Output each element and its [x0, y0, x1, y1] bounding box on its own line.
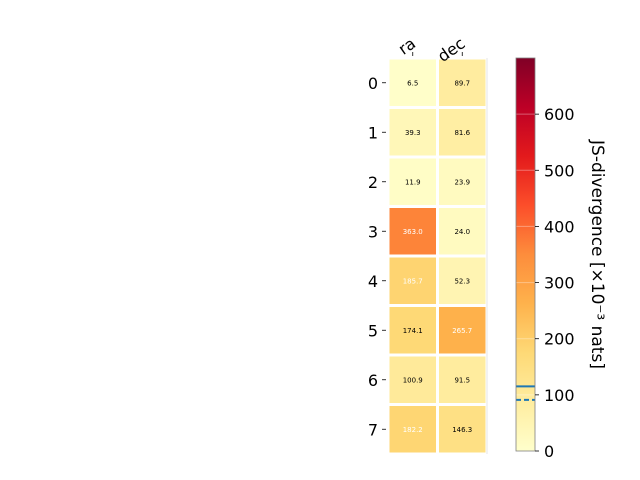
heatmap-cell-dec-1: [439, 109, 486, 156]
colorbar-tick-label: 300: [544, 274, 575, 293]
cell-value-label: 11.9: [405, 178, 421, 186]
cell-value-label: 24.0: [454, 228, 470, 236]
row-label: 6: [368, 371, 378, 390]
cell-value-label: 81.6: [454, 129, 470, 137]
heatmap-cell-ra-2: [389, 158, 436, 205]
cell-value-label: 91.5: [454, 376, 470, 384]
cell-value-label: 39.3: [405, 129, 421, 137]
cell-value-label: 89.7: [454, 79, 470, 87]
row-label: 2: [368, 173, 378, 192]
heatmap-cell-ra-4: [389, 257, 436, 304]
colorbar: 0 100 200 300 400 500 600 JS-divergence [×10⁻³ …: [515, 57, 607, 461]
cell-value-label: 265.7: [452, 327, 472, 335]
row-label: 1: [368, 123, 378, 142]
heatmap: 6.5 89.7 39.3 81.6 11.9 23.9 363.0 24.0 185.7 52.…: [368, 34, 488, 454]
colorbar-tick-label: 200: [544, 330, 575, 349]
cell-value-label: 52.3: [454, 277, 470, 285]
heatmap-cell-dec-7: [439, 406, 486, 453]
heatmap-cell-dec-3: [439, 208, 486, 255]
heatmap-cell-ra-6: [389, 356, 436, 403]
column-label: ra: [395, 34, 419, 59]
row-label: 0: [368, 74, 378, 93]
heatmap-cell-dec-4: [439, 257, 486, 304]
colorbar-tick-label: 500: [544, 161, 575, 180]
colorbar-label: JS-divergence [×10⁻³ nats]: [587, 139, 607, 369]
colorbar-tick-label: 0: [544, 442, 554, 461]
heatmap-cell-ra-3: [389, 208, 436, 255]
cell-value-label: 100.9: [403, 376, 423, 384]
heatmap-cell-dec-6: [439, 356, 486, 403]
heatmap-cell-dec-5: [439, 307, 486, 354]
heatmap-cell-dec-2: [439, 158, 486, 205]
cell-value-label: 182.2: [403, 426, 423, 434]
colorbar-tick-label: 100: [544, 386, 575, 405]
cell-value-label: 6.5: [407, 79, 418, 87]
heatmap-cell-ra-5: [389, 307, 436, 354]
cell-value-label: 23.9: [454, 178, 470, 186]
heatmap-cell-ra-1: [389, 109, 436, 156]
colorbar-tick-label: 400: [544, 217, 575, 236]
heatmap-cell-ra-0: [389, 59, 436, 106]
cell-value-label: 185.7: [403, 277, 423, 285]
heatmap-cell-dec-0: [439, 59, 486, 106]
cell-value-label: 363.0: [403, 228, 423, 236]
colorbar-gradient: [516, 58, 535, 451]
cell-value-label: 174.1: [403, 327, 423, 335]
row-label: 4: [368, 272, 378, 291]
cell-value-label: 146.3: [452, 426, 472, 434]
heatmap-cell-ra-7: [389, 406, 436, 453]
colorbar-frame: [515, 57, 536, 452]
row-label: 3: [368, 222, 378, 241]
colorbar-tick-label: 600: [544, 105, 575, 124]
row-label: 5: [368, 321, 378, 340]
row-label: 7: [368, 420, 378, 439]
